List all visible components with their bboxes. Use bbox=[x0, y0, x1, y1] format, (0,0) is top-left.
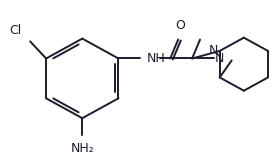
Text: NH: NH bbox=[146, 52, 165, 65]
Text: N: N bbox=[215, 52, 224, 65]
Text: Cl: Cl bbox=[9, 24, 21, 37]
Text: NH₂: NH₂ bbox=[70, 142, 94, 155]
Text: N: N bbox=[208, 44, 218, 57]
Text: O: O bbox=[175, 19, 185, 32]
